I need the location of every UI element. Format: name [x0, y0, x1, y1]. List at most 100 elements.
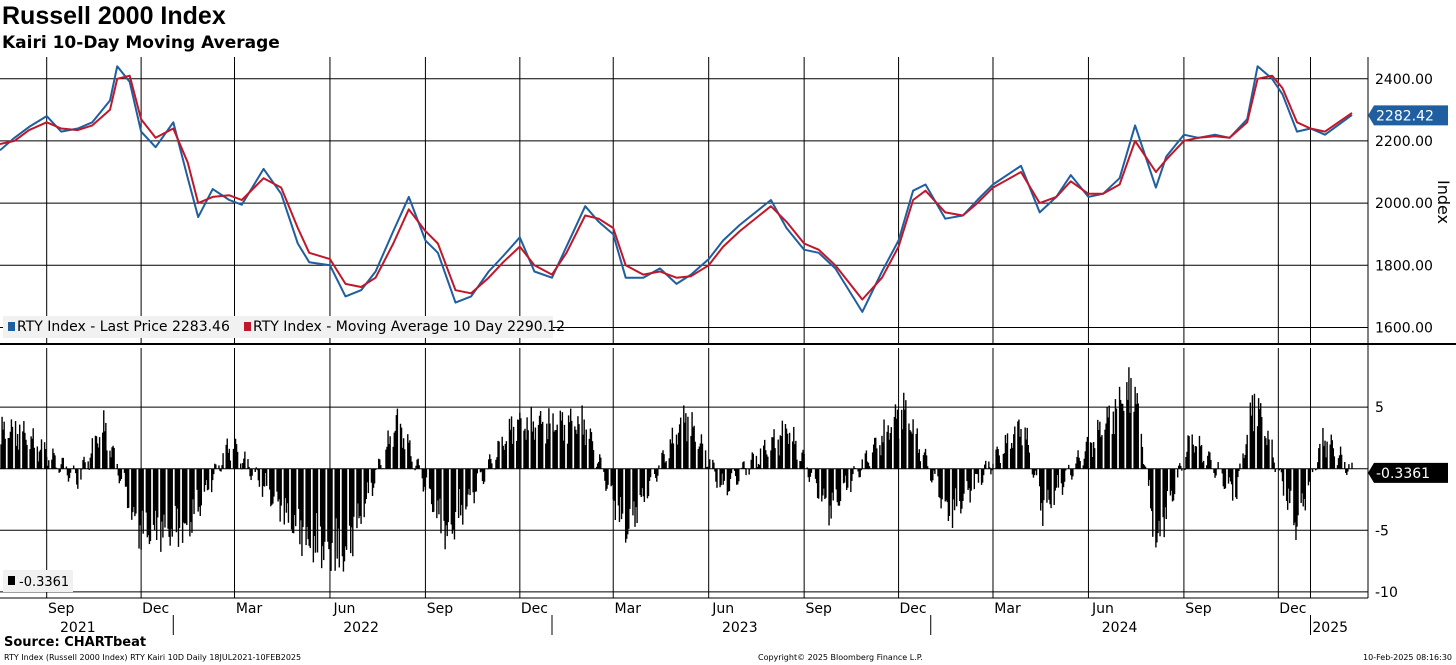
- kairi-bar: [649, 468, 652, 478]
- kairi-bar: [1119, 399, 1122, 469]
- kairi-bar: [378, 458, 380, 469]
- kairi-bar: [832, 468, 834, 501]
- kairi-bar: [969, 468, 971, 503]
- kairi-bar: [255, 467, 257, 469]
- kairi-bar: [607, 468, 609, 485]
- kairi-bar: [341, 468, 344, 557]
- kairi-bar: [896, 409, 899, 469]
- kairi-bar: [163, 468, 165, 515]
- kairi-bar: [251, 468, 253, 476]
- kairi-bar: [1176, 468, 1179, 478]
- kairi-bar: [1164, 468, 1166, 508]
- kairi-bar: [618, 468, 621, 523]
- kairi-bar: [1083, 458, 1085, 469]
- kairi-bar: [1281, 468, 1284, 482]
- kairi-bar: [1237, 468, 1239, 478]
- kairi-bar: [68, 468, 71, 479]
- kairi-bar: [1093, 448, 1096, 469]
- kairi-bar: [654, 468, 656, 475]
- kairi-bar: [1013, 434, 1015, 469]
- kairi-bar: [33, 447, 35, 469]
- kairi-bar: [922, 455, 925, 469]
- kairi-bar: [1171, 468, 1174, 502]
- kairi-bar: [1100, 436, 1102, 469]
- kairi-bar: [284, 468, 287, 499]
- kairi-bar: [83, 456, 85, 469]
- kairi-bar: [813, 468, 816, 469]
- kairi-bar: [270, 468, 272, 507]
- kairi-bar: [671, 427, 674, 469]
- kairi-bar: [415, 465, 417, 469]
- kairi-bar: [1158, 468, 1160, 521]
- kairi-bar: [52, 448, 54, 469]
- kairi-bar: [670, 443, 673, 469]
- kairi-bar: [992, 463, 994, 469]
- kairi-bar: [1091, 457, 1094, 469]
- kairi-bar: [742, 462, 744, 469]
- kairi-bar: [1111, 434, 1114, 469]
- kairi-bar: [723, 468, 725, 481]
- kairi-bar: [526, 417, 528, 469]
- kairi-bar: [8, 437, 11, 469]
- kairi-bar: [1053, 468, 1055, 505]
- kairi-bar: [973, 468, 976, 490]
- kairi-bar: [910, 431, 912, 469]
- kairi-bar: [803, 453, 805, 469]
- kairi-bar: [1249, 402, 1252, 469]
- kairi-bar: [443, 468, 445, 521]
- kairi-bar: [533, 439, 536, 469]
- kairi-bar: [17, 449, 20, 469]
- kairi-bar: [1347, 468, 1349, 472]
- kairi-bar: [1250, 415, 1253, 469]
- kairi-bar: [1140, 433, 1143, 469]
- kairi-bar: [395, 415, 398, 469]
- kairi-bar: [937, 468, 939, 477]
- kairi-bar: [610, 468, 612, 487]
- kairi-bar: [76, 468, 78, 485]
- kairi-bar: [386, 446, 388, 469]
- kairi-bar: [145, 468, 148, 513]
- legend-swatch-ma: [244, 322, 251, 331]
- kairi-bar: [1215, 468, 1217, 476]
- kairi-bar: [379, 459, 381, 469]
- kairi-bar: [508, 418, 511, 469]
- kairi-bar: [473, 468, 475, 504]
- kairi-bar: [679, 417, 682, 469]
- kairi-bar: [872, 444, 875, 469]
- kairi-bar: [1063, 468, 1066, 482]
- kairi-bar: [1268, 439, 1270, 469]
- kairi-bar: [186, 468, 188, 526]
- kairi-bar: [116, 463, 118, 469]
- kairi-bar: [287, 468, 290, 523]
- x-year-label: 2021: [60, 620, 96, 636]
- kairi-bar: [961, 468, 963, 509]
- kairi-bar: [954, 468, 957, 489]
- kairi-bar: [234, 438, 237, 469]
- x-month-label: Mar: [994, 601, 1021, 617]
- kairi-bar: [511, 443, 514, 469]
- kairi-bar: [414, 468, 416, 471]
- kairi-bar: [909, 430, 911, 469]
- kairi-bar: [1090, 442, 1093, 469]
- kairi-bar: [1337, 458, 1340, 469]
- kairi-bar: [1272, 457, 1274, 469]
- kairi-bar: [505, 441, 508, 469]
- kairi-bar: [462, 468, 464, 525]
- kairi-bar: [1220, 468, 1222, 470]
- kairi-bar: [80, 468, 82, 480]
- kairi-bar: [1135, 404, 1137, 469]
- kairi-bar: [794, 444, 796, 469]
- legend-swatch-kairi: [8, 576, 15, 585]
- kairi-bar: [953, 468, 956, 511]
- kairi-bar: [807, 468, 809, 478]
- kairi-bar: [22, 431, 24, 469]
- kairi-bar: [95, 436, 98, 469]
- kairi-bar: [773, 429, 775, 469]
- kairi-bar: [40, 439, 43, 469]
- kairi-bar: [968, 468, 970, 489]
- kairi-bar: [771, 437, 773, 469]
- kairi-bar: [879, 445, 881, 469]
- kairi-bar: [67, 468, 70, 482]
- kairi-bar: [713, 462, 715, 469]
- kairi-bar: [715, 468, 717, 482]
